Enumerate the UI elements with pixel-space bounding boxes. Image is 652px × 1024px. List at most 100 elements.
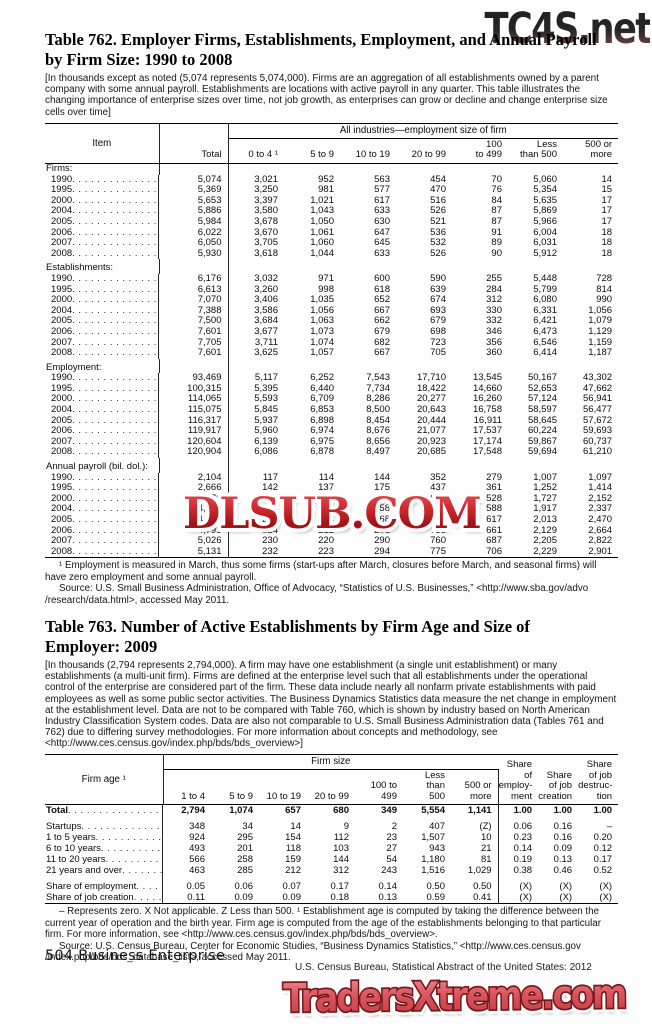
table-row: 2005 4,483213204268699 617 2,013 2,470: [45, 515, 618, 526]
value-cell: 206: [228, 504, 284, 515]
empty-cell: [508, 359, 563, 374]
value-cell: 70: [491, 174, 502, 185]
value-cell: 437: [396, 483, 452, 494]
value-cell: 142: [228, 483, 284, 494]
value-cell: 8,676: [366, 426, 390, 437]
leader-dots: [72, 515, 158, 526]
value-cell: 6,974: [310, 426, 334, 437]
header-row-1: Firm age ¹ Firm size Share of employ-ment Sh…: [45, 754, 618, 805]
value-cell: 0.14: [513, 843, 533, 855]
value-cell: 13,545: [472, 373, 502, 384]
value-cell: (X): [519, 881, 533, 893]
row-label-text: 2007: [51, 536, 73, 547]
table-row: 2006 4,793224212281735 661 2,129 2,664: [45, 525, 618, 537]
value-cell: 356: [486, 337, 502, 348]
table-762-title: Table 762. Employer Firms, Establishment…: [45, 30, 618, 70]
value-cell: 59,693: [583, 426, 613, 437]
row-label: 1990: [45, 472, 159, 484]
value-cell: 8,656: [366, 436, 390, 447]
value-cell: 231: [340, 494, 396, 505]
value-cell: 90: [491, 248, 502, 259]
leader-dots: [72, 348, 158, 359]
value-cell: 633: [374, 248, 390, 259]
value-cell: 706: [486, 546, 502, 557]
value-cell: 6,252: [310, 373, 334, 384]
value-cell: 2: [391, 821, 397, 833]
value-cell: 2,152: [588, 493, 613, 504]
value-cell: 258: [237, 854, 253, 866]
value-cell: 59,867: [527, 436, 557, 447]
leader-dots: [72, 405, 158, 416]
column-group-header-firm-size: Firm size: [163, 754, 499, 770]
value-cell: 60,224: [527, 426, 557, 437]
row-label: Total: [45, 805, 163, 817]
value-cell: 657: [285, 805, 301, 817]
empty-cell: [340, 164, 396, 175]
value-cell: 516: [430, 195, 446, 206]
value-cell: 7,734: [366, 383, 390, 394]
value-cell: 17,537: [472, 426, 502, 437]
value-cell: 332: [486, 316, 502, 327]
row-label-text: 1990: [51, 174, 73, 185]
value-cell: 5,799: [533, 284, 557, 295]
value-cell: 56,941: [583, 394, 613, 405]
table-762-title-line1: Table 762. Employer Firms, Establishment…: [45, 30, 597, 49]
value-cell: 91: [491, 227, 502, 238]
row-label: 6 to 10 years: [45, 843, 163, 855]
value-cell: 6,440: [310, 383, 334, 394]
value-cell: 693: [430, 305, 446, 316]
row-label-text: 1995: [51, 483, 73, 494]
section-label: Annual payroll (bil. dol.):: [45, 458, 160, 473]
value-cell: 1,056: [588, 305, 613, 316]
value-cell: 0.50: [451, 876, 499, 893]
empty-cell: [159, 458, 229, 473]
value-cell: 20,923: [416, 436, 446, 447]
empty-cell: [159, 163, 229, 175]
value-cell: 3,670: [254, 227, 278, 238]
value-cell: 577: [374, 185, 390, 196]
leader-dots: [72, 426, 158, 437]
value-cell: 0.07: [282, 881, 302, 893]
empty-cell: [508, 458, 563, 473]
value-cell: 10: [451, 832, 499, 844]
value-cell: 1,141: [451, 804, 499, 817]
value-cell: 998: [318, 284, 334, 295]
table-row: 2008 120,904 6,086 6,878 8,497 20,685 17,548 59…: [45, 447, 618, 459]
value-cell: 3,586: [254, 305, 278, 316]
table-row: 2006 7,601 3,677 1,073 679 698 346 6,473 1,129: [45, 326, 618, 338]
value-cell: 1,061: [310, 227, 334, 238]
value-cell: 1,516: [421, 865, 445, 877]
leader-dots: [72, 217, 158, 228]
total-cell: 120,904: [159, 447, 229, 459]
total-cell: 93,469: [159, 373, 229, 384]
value-cell: 21,077: [416, 426, 446, 437]
value-cell: 84: [491, 195, 502, 206]
column-header: Less than 500: [520, 138, 557, 161]
row-label: Startups: [45, 816, 163, 833]
value-cell: 43,302: [583, 373, 613, 384]
leader-dots: [72, 206, 158, 217]
total-cell: 6,176: [159, 273, 229, 285]
value-cell: 652: [374, 295, 390, 306]
column-header-firm-age: Firm age ¹: [45, 754, 164, 805]
value-cell: 2,337: [588, 504, 613, 515]
value-cell: 699: [396, 515, 452, 526]
table-row: 2004 5,886 3,580 1,043 633 526 87 5,869 17: [45, 206, 618, 217]
value-cell: 9: [343, 821, 349, 833]
row-label-text: 6 to 10 years: [46, 843, 101, 855]
value-cell: 18,422: [416, 383, 446, 394]
row-label-text: 2004: [51, 504, 73, 515]
empty-cell: [563, 359, 618, 374]
value-cell: 3,021: [254, 174, 278, 185]
header-row-2: 0 to 4 ¹ 5 to 9 10 to 19 20 to 99 100 to 499 L…: [45, 138, 618, 163]
row-label-text: 2005: [51, 515, 73, 525]
value-cell: 0.17: [593, 854, 613, 866]
value-cell: 682: [374, 337, 390, 348]
total-cell: 2,104: [159, 472, 229, 484]
leader-dots: [96, 832, 162, 843]
value-cell: 268: [340, 515, 396, 526]
table-row: 2008 7,601 3,625 1,057 667 705 360 6,414 1,187: [45, 348, 618, 359]
value-cell: 14: [290, 821, 301, 833]
table-row: 2007 7,705 3,711 1,074 682 723 356 6,546 1,159: [45, 337, 618, 349]
value-cell: 204: [284, 515, 340, 526]
